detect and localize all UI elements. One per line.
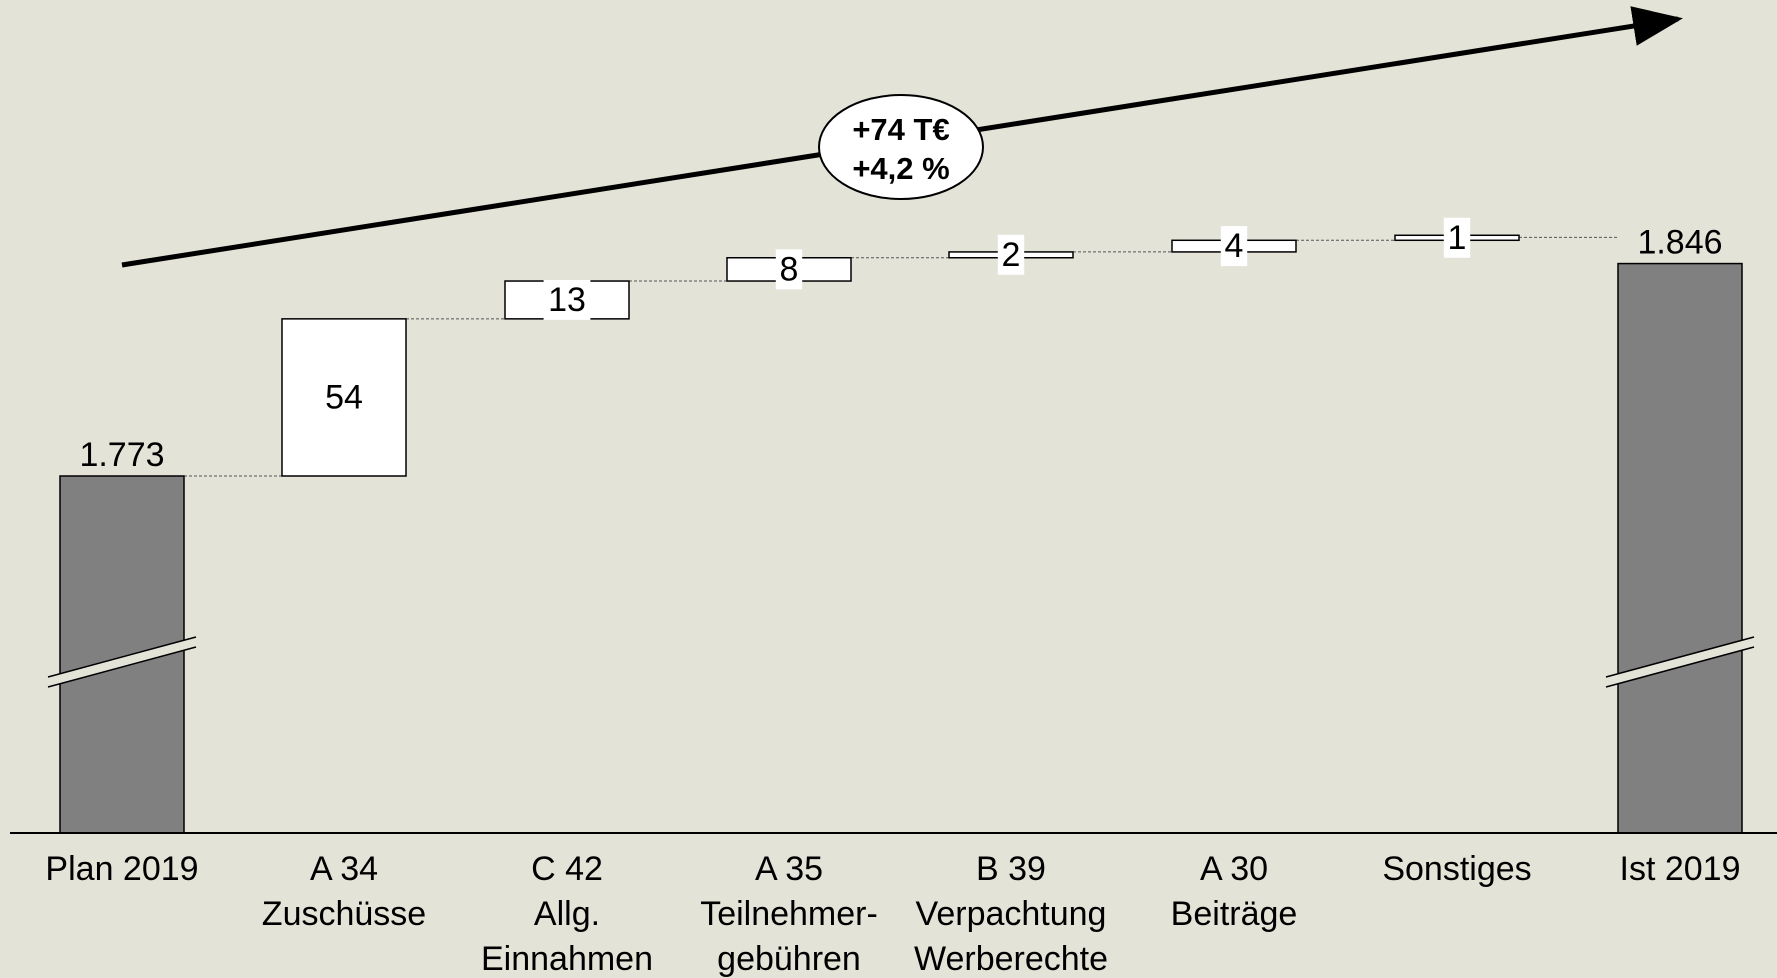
category-label-line: Teilnehmer- [700,895,878,933]
value-label-background [1220,226,1248,267]
category-label: A 30 Beiträge [1171,850,1298,933]
category-label: Ist 2019 [1620,850,1741,888]
bars [59,234,1743,834]
category-label-line: Plan 2019 [45,850,198,888]
change-percent-label: +4,2 % [852,151,949,186]
value-label: 13 [548,281,586,319]
category-label-line: A 35 [755,850,823,888]
axis-break-line [1605,646,1755,688]
category-label-line: Sonstiges [1382,850,1531,888]
axis-break-gap [1606,637,1754,687]
value-label-background [775,249,803,290]
change-bubble-ellipse [818,94,984,200]
value-label: 54 [325,378,363,416]
change-bubble: +74 T€ +4,2 % [818,94,984,200]
value-label: 4 [1225,227,1244,265]
value-label: 2 [1002,236,1021,274]
category-label-line: Verpachtung [916,895,1107,933]
category-label-line: A 30 [1200,850,1268,888]
axis-break-gap [48,637,196,687]
category-label-line: Allg. [534,895,600,933]
category-label-line: Beiträge [1171,895,1298,933]
axis-break-line [47,646,197,688]
category-label-line: C 42 [531,850,603,888]
category-label-line: Zuschüsse [262,895,426,933]
connector-lines [184,236,1681,477]
bar-total [1617,262,1743,834]
category-label: A 35 Teilnehmer-gebühren [700,850,878,978]
value-label: 1 [1448,219,1467,257]
category-label-line: A 34 [310,850,378,888]
axis-break-line [47,636,197,678]
axis-break-line [1605,636,1755,678]
value-label: 1.773 [79,436,164,474]
category-label: B 39 Verpachtung Werberechte [914,850,1108,978]
category-label: Sonstiges [1382,850,1531,888]
axis-break-marks [47,636,1755,688]
category-label-line: Ist 2019 [1620,850,1741,888]
category-label: A 34 Zuschüsse [262,850,426,933]
value-labels: 1.773 54 13 8 2 4 1 1.846 [79,217,1723,474]
value-label-background [1443,217,1471,258]
category-label-line: Werberechte [914,940,1108,978]
value-label-background [543,279,591,320]
category-labels: Plan 2019 A 34 Zuschüsse C 42 Allg. Einnahmen… [45,850,1740,978]
category-label-line: gebühren [717,940,861,978]
category-label: C 42 Allg. Einnahmen [481,850,653,978]
category-label-line: B 39 [976,850,1046,888]
bar-step [281,318,407,477]
category-label: Plan 2019 [45,850,198,888]
category-label-line: Einnahmen [481,940,653,978]
value-label: 1.846 [1637,224,1722,262]
change-absolute-label: +74 T€ [852,112,949,147]
value-label-background [997,234,1025,275]
value-label: 8 [780,250,799,288]
